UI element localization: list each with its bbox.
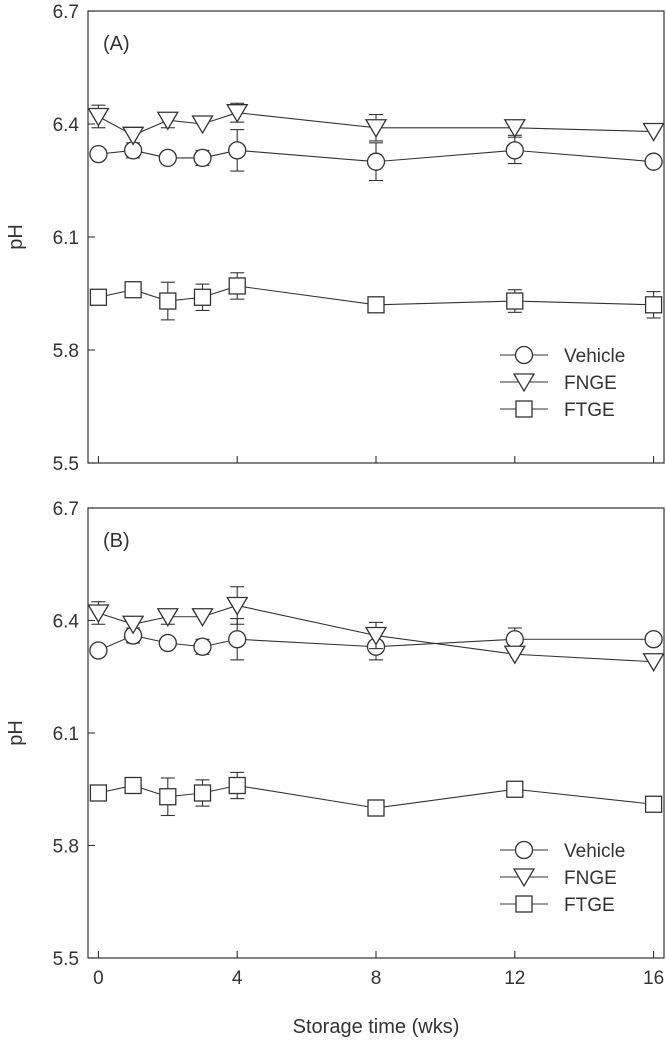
data-point	[158, 633, 177, 653]
data-point	[156, 111, 179, 131]
data-point	[506, 780, 524, 798]
data-point	[366, 152, 386, 171]
x-tick-label: 4	[232, 968, 243, 989]
data-point	[503, 645, 526, 665]
series-fnge	[87, 102, 665, 146]
data-point	[228, 141, 247, 160]
data-point	[121, 126, 145, 146]
data-point	[191, 115, 214, 135]
legend-marker	[514, 345, 534, 365]
data-point	[89, 288, 108, 306]
data-point	[89, 784, 108, 802]
legend-marker	[515, 400, 533, 418]
legend-marker	[512, 868, 536, 888]
legend-label: Vehicle	[564, 346, 625, 367]
data-point	[159, 292, 177, 310]
legend: Vehicle FNGE FTGE	[500, 345, 625, 421]
data-point	[87, 107, 110, 127]
data-point	[505, 141, 524, 160]
series-ftge	[89, 272, 663, 321]
data-point	[124, 776, 142, 795]
y-tick-label: 5.5	[53, 454, 79, 475]
legend-marker	[512, 373, 536, 393]
data-point	[228, 630, 247, 649]
data-point	[159, 788, 177, 806]
legend-label: Vehicle	[564, 841, 625, 862]
y-axis-label: pH	[5, 720, 27, 746]
data-point	[193, 637, 212, 656]
x-tick-label: 16	[643, 968, 664, 989]
data-point	[89, 144, 108, 164]
data-point	[191, 608, 214, 628]
legend-label: FTGE	[564, 895, 615, 916]
data-point	[506, 292, 524, 310]
y-tick-label: 6.7	[53, 2, 79, 23]
data-point	[642, 122, 665, 142]
x-tick-label: 8	[371, 968, 382, 989]
data-point	[644, 296, 663, 314]
x-axis-label: Storage time (wks)	[293, 1016, 460, 1038]
y-tick-label: 6.4	[53, 115, 80, 136]
data-point	[193, 148, 212, 168]
data-point	[644, 795, 663, 813]
x-tick-label: 12	[504, 968, 525, 989]
data-point	[124, 281, 142, 299]
data-point	[364, 119, 388, 139]
data-point	[364, 626, 388, 646]
data-point	[121, 615, 145, 635]
data-point	[644, 152, 663, 171]
data-point	[505, 630, 524, 649]
data-point	[226, 104, 249, 123]
plot-frame	[87, 10, 665, 464]
plot-frame	[87, 507, 665, 959]
panel-a: 5.5 5.8 6.1 6.4 6.7 pH (A) Vehicle FNGE FTGE	[5, 2, 665, 475]
series-fnge	[87, 586, 665, 673]
panel-label: (B)	[103, 530, 130, 552]
y-tick-label: 6.4	[53, 612, 80, 633]
panel-label: (A)	[103, 33, 130, 55]
data-point	[228, 776, 246, 795]
data-point	[193, 784, 212, 802]
legend-marker	[515, 895, 533, 913]
legend-label: FNGE	[564, 373, 617, 394]
y-tick-label: 5.5	[53, 949, 79, 970]
legend: Vehicle FNGE FTGE	[500, 840, 625, 916]
data-point	[226, 596, 249, 616]
y-tick-label: 6.1	[53, 724, 79, 745]
legend-label: FTGE	[564, 400, 615, 421]
data-point	[367, 799, 385, 817]
legend-marker	[514, 840, 534, 860]
data-point	[89, 641, 108, 660]
panel-b: 5.5 5.8 6.1 6.4 6.7 0 4 8 12 16 pH (B) Vehicle FNGE FT…	[5, 499, 665, 989]
y-tick-label: 6.7	[53, 499, 79, 520]
data-point	[228, 277, 246, 295]
data-point	[642, 653, 665, 673]
series-ftge	[89, 771, 663, 817]
data-point	[158, 148, 177, 168]
data-point	[503, 119, 526, 139]
legend-label: FNGE	[564, 868, 617, 889]
data-point	[193, 288, 212, 306]
x-tick-label: 0	[93, 968, 104, 989]
y-axis-label: pH	[5, 224, 27, 250]
y-tick-label: 5.8	[53, 341, 79, 362]
data-point	[156, 608, 179, 628]
data-point	[644, 630, 663, 649]
y-tick-label: 5.8	[53, 837, 79, 858]
y-tick-label: 6.1	[53, 228, 79, 249]
data-point	[367, 296, 385, 314]
data-point	[87, 604, 110, 624]
